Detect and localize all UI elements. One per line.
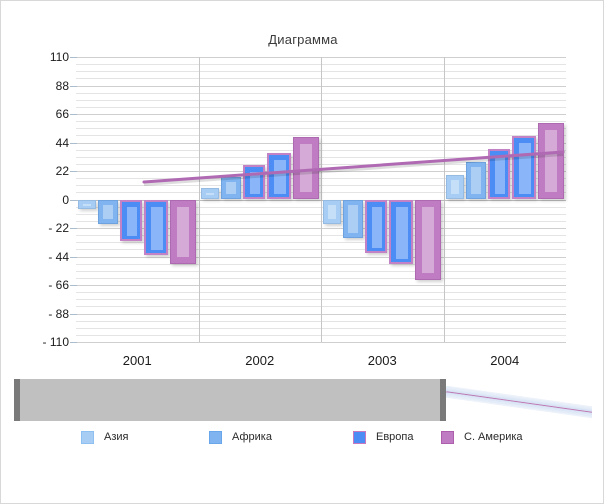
y-axis-tick-mark — [70, 285, 77, 286]
y-axis-tick-label: 66 — [55, 107, 69, 121]
bar-highlight — [299, 144, 312, 193]
y-axis-labels: 110 88 66 44 22 0 - 22 - 44 - 66 - 88 - 110 — [9, 1, 69, 503]
bar-highlight — [225, 182, 236, 195]
y-axis-tick-label: - 66 — [48, 278, 69, 292]
y-axis-tick-label: 44 — [55, 135, 69, 150]
x-axis-tick-label: 2002 — [245, 353, 275, 368]
bar[interactable] — [170, 199, 197, 265]
bar[interactable] — [220, 177, 241, 200]
bar[interactable] — [415, 199, 442, 280]
bar[interactable] — [266, 152, 291, 200]
bar-highlight — [470, 166, 481, 195]
legend: Азия Африка Европа С. Америка — [81, 426, 541, 448]
y-axis-tick-mark — [70, 171, 77, 172]
legend-label: Азия — [104, 431, 129, 443]
legend-swatch — [353, 430, 366, 444]
bar[interactable] — [144, 199, 169, 256]
range-selector[interactable] — [14, 379, 592, 421]
bar-highlight — [422, 206, 435, 273]
bar[interactable] — [445, 174, 464, 200]
bar[interactable] — [323, 199, 342, 225]
bar-highlight — [494, 155, 505, 195]
y-axis-tick-mark — [70, 57, 77, 58]
bar[interactable] — [389, 199, 414, 265]
chart-title: Диаграмма — [268, 32, 338, 47]
bar-highlight — [205, 192, 214, 195]
bar[interactable] — [487, 148, 510, 200]
bar[interactable] — [120, 199, 143, 241]
y-axis-tick-label: - 22 — [48, 221, 69, 235]
range-selection-window[interactable] — [14, 379, 446, 421]
bar-highlight — [177, 206, 190, 258]
x-axis-tick-label: 2001 — [122, 353, 152, 368]
y-axis-tick-label: - 88 — [48, 306, 69, 321]
bar-highlight — [103, 204, 114, 220]
bar[interactable] — [365, 199, 388, 253]
bar[interactable] — [465, 161, 486, 200]
bar-highlight — [273, 159, 286, 195]
bar[interactable] — [78, 199, 97, 209]
y-axis-tick-label: 0 — [62, 192, 69, 207]
y-axis-tick-label: 22 — [55, 164, 69, 178]
bar[interactable] — [511, 136, 536, 200]
bar-highlight — [127, 206, 138, 236]
bar[interactable] — [537, 123, 564, 200]
plot-area — [76, 57, 566, 343]
y-axis-tick-mark — [70, 313, 77, 315]
legend-item[interactable]: Африка — [209, 426, 272, 448]
bar[interactable] — [292, 137, 319, 200]
gridline — [76, 342, 566, 343]
bar[interactable] — [343, 199, 364, 239]
bar-highlight — [372, 206, 383, 248]
y-axis-tick-label: 88 — [55, 78, 69, 93]
bar-highlight — [518, 143, 531, 195]
legend-item[interactable]: Азия — [81, 426, 128, 448]
legend-label: С. Америка — [464, 431, 523, 443]
bar-highlight — [83, 204, 92, 207]
legend-label: Европа — [376, 431, 414, 443]
bar-highlight — [396, 206, 409, 260]
y-axis-tick-label: - 110 — [42, 335, 69, 349]
y-axis-tick-label: - 44 — [48, 249, 69, 264]
bar-highlight — [348, 204, 359, 234]
range-handle-right[interactable] — [440, 379, 446, 421]
bar[interactable] — [200, 187, 219, 200]
y-axis-tick-mark — [70, 114, 77, 115]
bar[interactable] — [98, 199, 119, 225]
range-handle-left[interactable] — [14, 379, 20, 421]
legend-swatch — [81, 430, 94, 444]
y-axis-tick-mark — [70, 85, 77, 87]
bar-highlight — [249, 171, 260, 195]
legend-swatch — [441, 430, 454, 444]
bar[interactable] — [242, 164, 265, 200]
y-axis-tick-mark — [70, 142, 77, 144]
legend-swatch — [209, 430, 222, 444]
zero-baseline — [76, 199, 566, 201]
y-axis-tick-mark — [70, 342, 77, 343]
bar-highlight — [450, 179, 459, 195]
bar-highlight — [328, 204, 337, 220]
bar-highlight — [544, 130, 557, 193]
bar-highlight — [151, 206, 164, 251]
y-axis-tick-mark — [70, 199, 77, 201]
y-axis-tick-label: 110 — [49, 50, 69, 64]
legend-item[interactable]: Европа — [353, 426, 414, 448]
x-axis-tick-label: 2003 — [367, 353, 397, 368]
x-axis-tick-label: 2004 — [490, 353, 520, 368]
y-axis-tick-mark — [70, 256, 77, 258]
legend-label: Африка — [232, 431, 272, 443]
legend-item[interactable]: С. Америка — [441, 426, 523, 448]
y-axis-tick-mark — [70, 228, 77, 229]
